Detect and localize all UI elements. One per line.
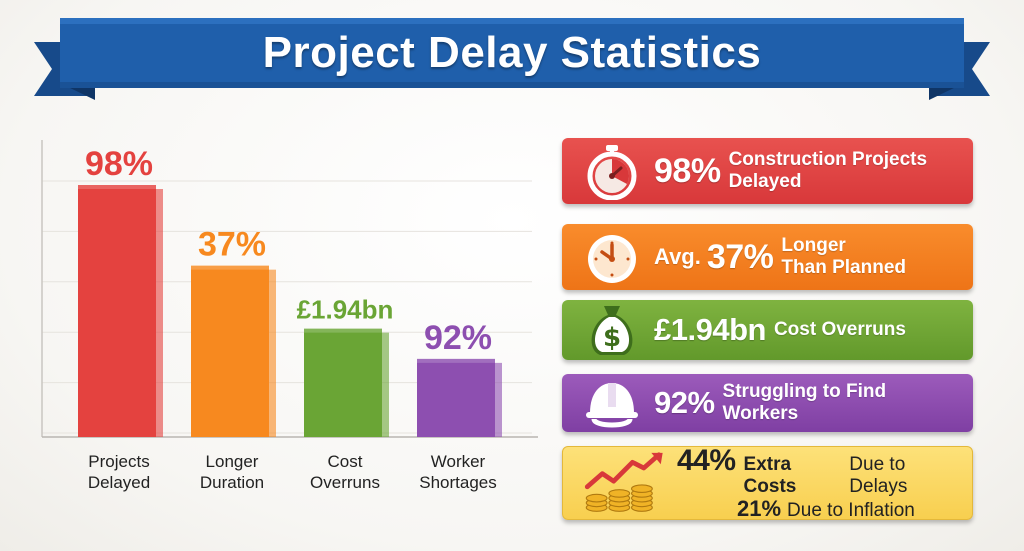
category-label: Shortages xyxy=(419,473,497,492)
bar-chart: 98% Projects Delayed 37% Longer Duration £1.94… xyxy=(41,140,538,492)
bar-value-label: 92% xyxy=(424,319,492,357)
category-label: Overruns xyxy=(310,473,380,492)
category-label: Delayed xyxy=(88,473,150,492)
stat-prefix: Avg. xyxy=(654,244,701,269)
card-extra-costs: 44% Extra Costs Due to Delays 21% Due to… xyxy=(562,444,973,521)
bar xyxy=(191,265,269,437)
bar-highlight xyxy=(78,185,156,189)
page-title: Project Delay Statistics xyxy=(262,28,762,77)
clock-icon xyxy=(588,235,636,283)
stat-label-secondary: Due to Inflation xyxy=(787,500,915,521)
money-bag-icon: $ xyxy=(591,306,633,355)
card-projects-delayed: 98% Construction Projects Delayed xyxy=(562,138,973,204)
stat-value-secondary: 21% xyxy=(737,496,782,521)
bar-side xyxy=(382,332,389,437)
hard-hat-icon xyxy=(586,383,638,428)
bar xyxy=(304,328,382,437)
bar xyxy=(78,185,156,437)
stat-label: Struggling to Find Workers xyxy=(722,381,887,424)
rising-chart-coins-icon xyxy=(584,452,663,512)
category-label: Longer xyxy=(206,452,259,471)
bar xyxy=(417,358,495,437)
stat-label: Construction Projects Delayed xyxy=(728,149,928,192)
stat-value: 98% xyxy=(654,151,721,190)
ribbon-graphic xyxy=(34,18,990,100)
stat-value: £1.94bn xyxy=(654,312,766,347)
bar-value-label: 98% xyxy=(85,145,153,183)
card-longer-duration: Avg. 37% Longer Than Planned xyxy=(562,224,973,290)
bar-highlight xyxy=(191,265,269,270)
stopwatch-icon xyxy=(587,145,637,200)
bar-side xyxy=(269,269,276,437)
card-cost-overruns: $ £1.94bn Cost Overruns xyxy=(562,300,973,360)
stat-label: Longer Than Planned xyxy=(781,235,906,278)
card-worker-shortages: 92% Struggling to Find Workers xyxy=(562,374,973,432)
stat-label: Due to Delays xyxy=(849,454,908,497)
stat-value: 92% xyxy=(654,385,715,420)
stat-value: 44% xyxy=(677,444,736,477)
stat-label: Cost Overruns xyxy=(773,319,906,340)
bar-side xyxy=(495,362,502,437)
svg-text:$: $ xyxy=(603,323,621,353)
bar-value-label: £1.94bn xyxy=(297,295,394,325)
bar-value-label: 37% xyxy=(198,226,266,264)
bar-highlight xyxy=(417,358,495,363)
stat-value: 37% xyxy=(706,237,774,276)
stat-label-bold: Extra Costs xyxy=(743,454,797,497)
category-label: Projects xyxy=(88,452,149,471)
bar-highlight xyxy=(304,328,382,333)
title-banner: Project Delay Statistics xyxy=(0,0,1024,110)
category-label: Cost xyxy=(328,452,363,471)
category-label: Duration xyxy=(200,473,264,492)
bar-side xyxy=(156,189,163,437)
category-label: Worker xyxy=(431,452,486,471)
